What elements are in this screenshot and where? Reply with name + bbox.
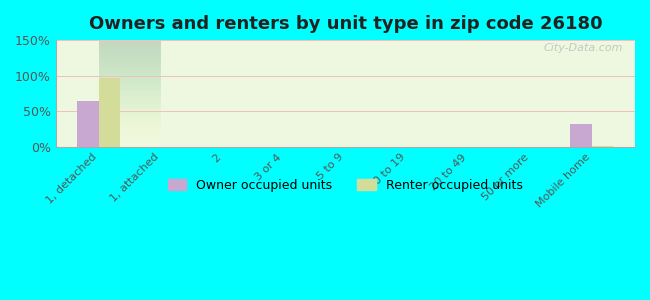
- Legend: Owner occupied units, Renter occupied units: Owner occupied units, Renter occupied un…: [162, 173, 528, 196]
- Bar: [592, 146, 614, 147]
- Text: City-Data.com: City-Data.com: [544, 43, 623, 53]
- Title: Owners and renters by unit type in zip code 26180: Owners and renters by unit type in zip c…: [88, 15, 602, 33]
- Bar: [99, 78, 120, 147]
- Bar: [77, 101, 99, 147]
- Bar: [570, 124, 592, 147]
